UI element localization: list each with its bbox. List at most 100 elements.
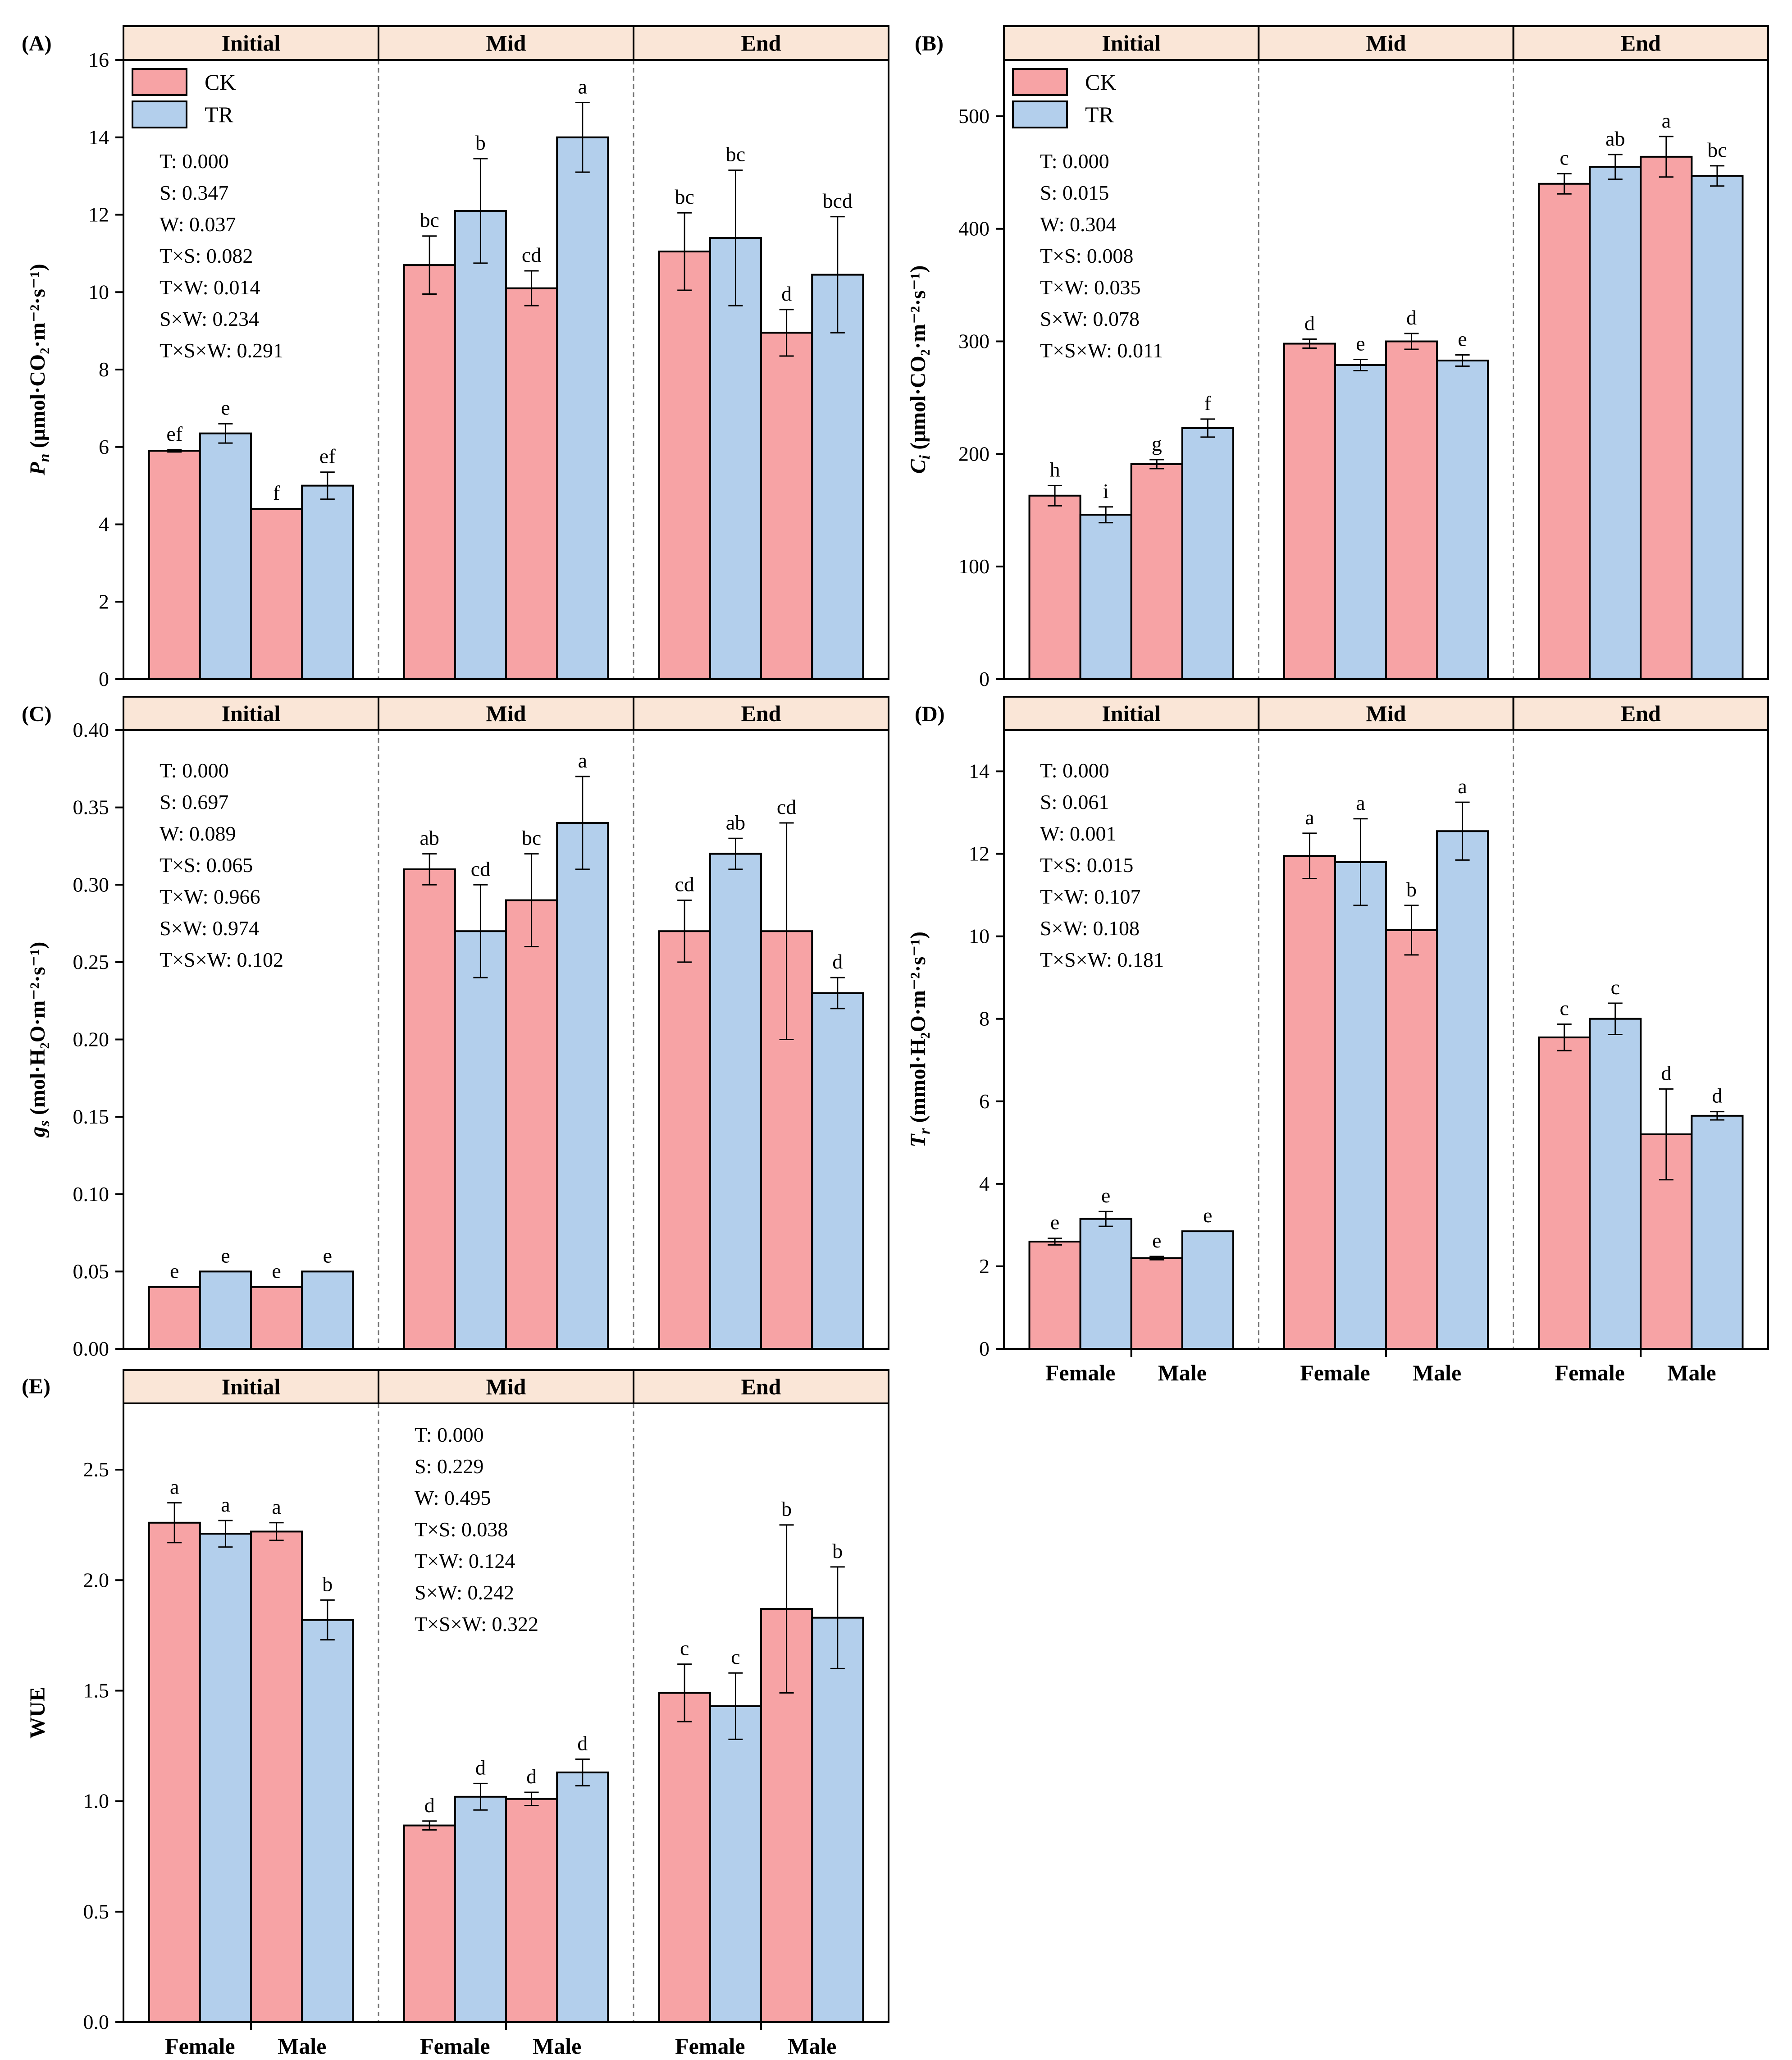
bar-tr xyxy=(1436,360,1489,680)
significance-letter: g xyxy=(1152,432,1162,455)
significance-letter: ef xyxy=(319,445,336,468)
significance-letter: a xyxy=(272,1495,281,1518)
legend-swatch-ck xyxy=(132,68,187,96)
bar-ck xyxy=(1028,494,1081,681)
bar-ck xyxy=(505,899,558,1350)
y-tick-label: 2.0 xyxy=(83,1568,109,1591)
y-tick-label: 400 xyxy=(958,217,989,240)
bar-tr xyxy=(1334,861,1387,1350)
y-axis-title: Pn (μmol·CO₂·m⁻²·s⁻¹) xyxy=(26,264,53,475)
significance-letter: d xyxy=(832,950,843,973)
facet-label: Mid xyxy=(1366,701,1406,726)
stats-line: W: 0.001 xyxy=(1040,822,1117,845)
significance-letter: cd xyxy=(675,873,694,896)
legend-label: TR xyxy=(205,102,234,127)
bar-ck xyxy=(658,1692,711,2023)
bar-tr xyxy=(1691,1115,1744,1350)
y-tick-label: 10 xyxy=(969,925,989,948)
significance-letter: b xyxy=(1406,878,1417,901)
significance-letter: bc xyxy=(1707,138,1727,161)
significance-letter: a xyxy=(1305,806,1314,829)
bar-ck xyxy=(658,930,711,1350)
bar-ck xyxy=(1028,1241,1081,1350)
significance-letter: i xyxy=(1103,480,1109,502)
bar-ck xyxy=(1283,855,1336,1350)
y-tick-label: 0.15 xyxy=(73,1105,109,1128)
x-tick-label: Male xyxy=(788,2033,836,2059)
x-tick-label: Male xyxy=(1158,1360,1207,1385)
facet-label: End xyxy=(1621,31,1661,56)
facet-label: Mid xyxy=(486,31,526,56)
bar-tr xyxy=(556,822,609,1350)
significance-letter: bcd xyxy=(823,189,853,212)
significance-letter: e xyxy=(1458,328,1467,351)
significance-letter: bc xyxy=(420,209,439,232)
significance-letter: d xyxy=(424,1794,435,1817)
significance-letter: cd xyxy=(471,857,490,880)
y-tick-label: 100 xyxy=(958,555,989,578)
stats-line: T×S: 0.082 xyxy=(160,244,253,267)
x-tick-label: Female xyxy=(165,2033,235,2059)
bar-tr xyxy=(1436,830,1489,1350)
plot-frame xyxy=(1003,59,1769,680)
facet-label: Initial xyxy=(222,1374,281,1399)
y-tick-label: 10 xyxy=(88,280,109,303)
y-tick-label: 500 xyxy=(958,105,989,128)
panel-label: (D) xyxy=(915,702,945,726)
y-tick-label: 4 xyxy=(99,513,109,536)
stats-line: W: 0.037 xyxy=(160,213,236,236)
stats-line: T×W: 0.107 xyxy=(1040,885,1141,908)
y-tick-label: 0.0 xyxy=(83,2010,109,2033)
significance-letter: a xyxy=(578,75,587,98)
facet-strip xyxy=(378,25,634,61)
y-axis-title: Tr (mmol·H₂O·m⁻²·s⁻¹) xyxy=(906,932,933,1147)
significance-letter: e xyxy=(170,1260,179,1283)
panel-a: (A) Initial Mid Endefefefbcbcdabcbcdbcd0246… xyxy=(22,25,889,690)
bar-ck xyxy=(403,264,456,680)
y-axis-title: gs (mol·H₂O·m⁻²·s⁻¹) xyxy=(26,942,53,1138)
y-tick-label: 1.0 xyxy=(83,1790,109,1813)
bar-ck xyxy=(658,251,711,680)
y-tick-label: 300 xyxy=(958,330,989,353)
significance-letter: b xyxy=(322,1572,333,1595)
stats-line: T×W: 0.035 xyxy=(1040,276,1141,299)
y-tick-label: 0.05 xyxy=(73,1260,109,1283)
legend-swatch-tr xyxy=(1012,100,1068,128)
significance-letter: d xyxy=(1406,306,1417,329)
significance-letter: e xyxy=(221,1244,230,1267)
significance-letter: bc xyxy=(726,143,745,166)
significance-letter: c xyxy=(1611,976,1620,999)
stats-line: S: 0.061 xyxy=(1040,790,1109,813)
bar-tr xyxy=(301,1270,354,1350)
bar-ck xyxy=(1283,343,1336,680)
significance-letter: a xyxy=(1662,109,1671,132)
bar-tr xyxy=(1334,364,1387,680)
y-axis-title: Ci (μmol·CO₂·m⁻²·s⁻¹) xyxy=(906,265,933,474)
panel-c: (C) Initial Mid End e e e e ab cd bc a cd ab cd d 0.00 0.… xyxy=(22,696,889,1360)
significance-letter: f xyxy=(273,481,280,504)
stats-line: T: 0.000 xyxy=(160,150,229,173)
stats-line: T×S: 0.008 xyxy=(1040,244,1133,267)
bar-tr xyxy=(709,853,762,1350)
significance-letter: c xyxy=(731,1645,740,1668)
stats-line: T×W: 0.966 xyxy=(160,885,260,908)
y-tick-label: 6 xyxy=(979,1090,989,1113)
bar-tr xyxy=(454,930,507,1350)
significance-letter: c xyxy=(1560,997,1569,1020)
y-tick-label: 8 xyxy=(99,358,109,381)
significance-letter: a xyxy=(1458,775,1467,798)
x-tick-label: Female xyxy=(420,2033,490,2059)
facet-strip xyxy=(633,696,889,731)
stats-line: T: 0.000 xyxy=(415,1423,484,1446)
bar-ck xyxy=(1385,340,1438,680)
y-tick-label: 4 xyxy=(979,1172,989,1195)
legend-label: CK xyxy=(1085,69,1116,95)
bar-ck xyxy=(148,450,201,681)
facet-label: End xyxy=(1621,701,1661,726)
stats-line: S: 0.347 xyxy=(160,181,228,204)
bar-ck xyxy=(148,1286,201,1350)
y-tick-label: 0.25 xyxy=(73,950,109,973)
facet-strip xyxy=(1512,696,1769,731)
y-tick-label: 14 xyxy=(88,126,109,149)
stats-line: S×W: 0.108 xyxy=(1040,917,1140,940)
